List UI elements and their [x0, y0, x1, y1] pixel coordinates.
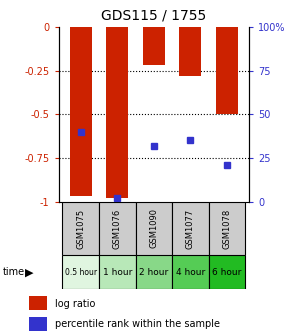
Bar: [143, 27, 165, 65]
Bar: [62, 255, 99, 289]
Text: time: time: [3, 267, 25, 277]
Bar: [209, 202, 246, 255]
Text: 4 hour: 4 hour: [176, 268, 205, 277]
Text: log ratio: log ratio: [55, 299, 96, 308]
Text: GSM1090: GSM1090: [149, 208, 158, 249]
Bar: [172, 255, 209, 289]
Bar: [62, 202, 99, 255]
Bar: [106, 27, 128, 198]
Bar: [136, 255, 172, 289]
Text: 6 hour: 6 hour: [212, 268, 242, 277]
Bar: [172, 202, 209, 255]
Title: GDS115 / 1755: GDS115 / 1755: [101, 9, 207, 23]
Text: 0.5 hour: 0.5 hour: [64, 268, 97, 277]
Bar: [216, 27, 238, 114]
Bar: [29, 296, 47, 310]
Text: GSM1078: GSM1078: [223, 208, 231, 249]
Text: 2 hour: 2 hour: [139, 268, 168, 277]
Text: 1 hour: 1 hour: [103, 268, 132, 277]
Bar: [180, 27, 202, 76]
Bar: [70, 27, 92, 196]
Text: GSM1077: GSM1077: [186, 208, 195, 249]
Bar: [209, 255, 246, 289]
Text: ▶: ▶: [25, 267, 33, 277]
Bar: [99, 202, 136, 255]
Bar: [29, 317, 47, 331]
Text: percentile rank within the sample: percentile rank within the sample: [55, 319, 220, 329]
Bar: [99, 255, 136, 289]
Text: GSM1075: GSM1075: [76, 208, 85, 249]
Bar: [136, 202, 172, 255]
Text: GSM1076: GSM1076: [113, 208, 122, 249]
